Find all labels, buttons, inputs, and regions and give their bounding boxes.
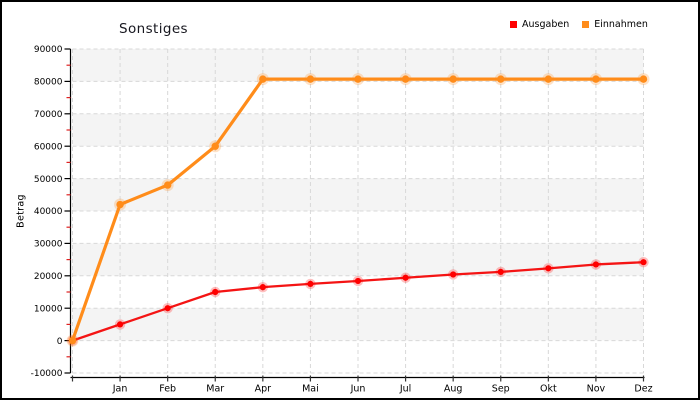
svg-text:90000: 90000 <box>34 45 63 55</box>
svg-text:80000: 80000 <box>34 78 63 88</box>
svg-text:20000: 20000 <box>34 272 63 282</box>
svg-text:Aug: Aug <box>444 384 463 395</box>
einnahmen-swatch-icon <box>582 21 590 28</box>
svg-text:Dez: Dez <box>634 384 652 395</box>
legend-label-einnahmen: Einnahmen <box>594 19 648 30</box>
svg-text:10000: 10000 <box>34 304 63 314</box>
svg-text:Apr: Apr <box>255 384 272 395</box>
legend: Ausgaben Einnahmen <box>510 19 648 30</box>
svg-text:-10000: -10000 <box>31 369 63 379</box>
svg-text:0: 0 <box>57 337 63 347</box>
chart-title: Sonstiges <box>119 21 188 37</box>
svg-text:Jan: Jan <box>112 384 128 395</box>
svg-text:70000: 70000 <box>34 110 63 120</box>
svg-text:Nov: Nov <box>587 384 606 395</box>
svg-text:Mar: Mar <box>206 384 224 395</box>
legend-item-ausgaben: Ausgaben <box>510 19 569 30</box>
legend-label-ausgaben: Ausgaben <box>522 19 570 30</box>
svg-text:Sep: Sep <box>492 384 510 395</box>
svg-text:Jun: Jun <box>350 384 366 395</box>
svg-text:Feb: Feb <box>159 384 176 395</box>
svg-text:60000: 60000 <box>34 142 63 152</box>
svg-text:Okt: Okt <box>540 384 557 395</box>
svg-text:40000: 40000 <box>34 207 63 217</box>
svg-text:50000: 50000 <box>34 175 63 185</box>
legend-item-einnahmen: Einnahmen <box>582 19 648 30</box>
svg-text:30000: 30000 <box>34 240 63 250</box>
svg-text:Mai: Mai <box>302 384 319 395</box>
svg-text:Jul: Jul <box>399 384 411 395</box>
ausgaben-swatch-icon <box>510 21 517 28</box>
